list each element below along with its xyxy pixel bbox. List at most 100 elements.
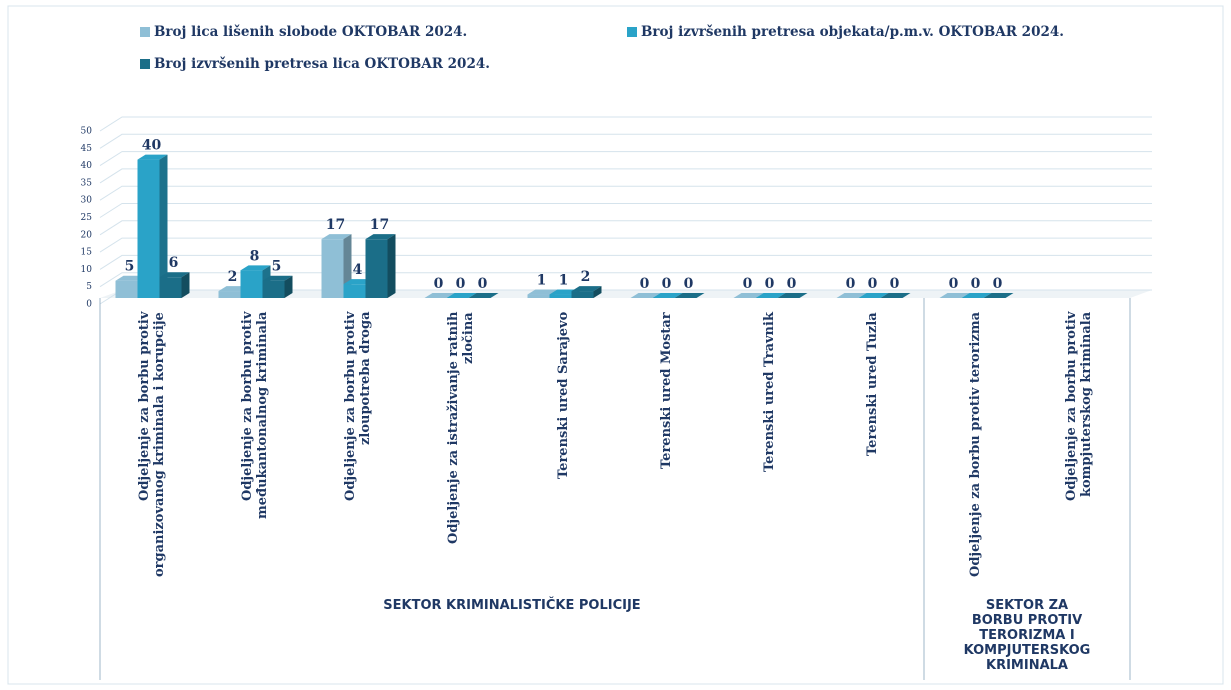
bar bbox=[343, 284, 366, 298]
data-label: 1 bbox=[559, 273, 569, 289]
x-tick-label: Terenski ured Mostar bbox=[617, 312, 717, 592]
data-label: 2 bbox=[228, 269, 238, 285]
grid-line bbox=[99, 203, 1152, 218]
x-tick-text: Terenski ured Sarajevo bbox=[556, 312, 571, 480]
y-tick-label: 35 bbox=[81, 178, 93, 188]
y-tick-label: 50 bbox=[81, 127, 93, 137]
x-tick-label: Terenski ured Tuzla bbox=[823, 312, 923, 592]
bar-top bbox=[777, 293, 808, 298]
data-label: 6 bbox=[169, 255, 179, 271]
data-label: 40 bbox=[142, 138, 162, 154]
bar-top bbox=[159, 272, 190, 278]
bar-top bbox=[365, 234, 396, 240]
legend-text: Broj izvršenih pretresa lica OKTOBAR 202… bbox=[154, 56, 490, 72]
data-label: 0 bbox=[434, 276, 444, 292]
grid-line bbox=[99, 185, 1152, 201]
grid-line bbox=[99, 272, 1152, 288]
bar-side bbox=[593, 286, 602, 298]
bar-top bbox=[262, 275, 293, 281]
group-label: SEKTOR KRIMINALISTIČKE POLICIJE bbox=[383, 598, 641, 613]
x-tick-label: Odjeljenje za borbu protiv organizovanog… bbox=[102, 312, 202, 592]
bar bbox=[218, 291, 241, 298]
x-tick-text: Odjeljenje za borbu protiv organizovanog… bbox=[136, 312, 167, 577]
legend-item: Broj lica lišenih slobode OKTOBAR 2024. bbox=[140, 24, 467, 40]
bar bbox=[137, 159, 160, 298]
bar bbox=[549, 294, 572, 298]
bar-top bbox=[240, 265, 271, 271]
bar bbox=[262, 280, 285, 298]
bar-top bbox=[424, 293, 455, 298]
grid-line bbox=[99, 220, 1152, 236]
bar-top bbox=[527, 289, 558, 295]
grid-line bbox=[99, 237, 1152, 253]
y-tick-label: 45 bbox=[81, 144, 93, 154]
data-label: 0 bbox=[993, 276, 1003, 292]
y-tick-label: 30 bbox=[81, 196, 93, 206]
data-label: 17 bbox=[370, 217, 389, 233]
bar bbox=[240, 270, 263, 298]
legend-swatch bbox=[140, 27, 150, 37]
bar bbox=[365, 239, 388, 298]
bar-top bbox=[939, 293, 970, 298]
data-label: 0 bbox=[787, 276, 797, 292]
bar bbox=[321, 239, 344, 298]
y-tick-label: 5 bbox=[86, 282, 92, 292]
x-tick-label: Odjeljenje za borbu protiv zloupotreba d… bbox=[308, 312, 408, 592]
legend-text: Broj izvršenih pretresa objekata/p.m.v. … bbox=[641, 24, 1064, 40]
data-label: 0 bbox=[456, 276, 466, 292]
legend-text: Broj lica lišenih slobode OKTOBAR 2024. bbox=[154, 24, 468, 40]
data-label: 0 bbox=[846, 276, 856, 292]
bar bbox=[527, 294, 550, 298]
y-tick-label: 25 bbox=[81, 213, 93, 223]
x-tick-text: Terenski ured Tuzla bbox=[865, 312, 880, 456]
legend-item: Broj izvršenih pretresa lica OKTOBAR 202… bbox=[140, 56, 490, 72]
bar bbox=[571, 291, 594, 298]
y-tick-label: 10 bbox=[81, 265, 93, 275]
grid-line bbox=[99, 116, 1152, 132]
data-label: 0 bbox=[640, 276, 650, 292]
y-tick-label: 0 bbox=[86, 300, 92, 310]
bar-top bbox=[983, 293, 1014, 298]
bar-side bbox=[159, 154, 168, 298]
grid-line bbox=[99, 168, 1152, 184]
bar-side bbox=[181, 272, 190, 298]
bar-top bbox=[468, 293, 499, 298]
x-tick-label: Odjeljenje za istraživanje ratnih zločin… bbox=[411, 312, 511, 592]
x-tick-text: Terenski ured Mostar bbox=[659, 312, 674, 469]
bar-top bbox=[836, 293, 867, 298]
x-tick-label: Odjeljenje za borbu protiv međukantonaln… bbox=[205, 312, 305, 592]
data-label: 8 bbox=[250, 248, 260, 264]
x-tick-label: Odjeljenje za borbu protiv terorizma bbox=[926, 312, 1026, 592]
y-tick-label: 20 bbox=[81, 230, 93, 240]
x-tick-label: Odjeljenje za borbu protiv kompjuterskog… bbox=[1029, 312, 1129, 592]
bar-top bbox=[733, 293, 764, 298]
x-tick-text: Odjeljenje za istraživanje ratnih zločin… bbox=[445, 312, 476, 545]
data-label: 2 bbox=[581, 269, 591, 285]
legend-item: Broj izvršenih pretresa objekata/p.m.v. … bbox=[627, 24, 1064, 40]
frame bbox=[7, 5, 1224, 685]
data-label: 5 bbox=[272, 259, 282, 275]
bar-side bbox=[284, 275, 293, 298]
bar-top bbox=[858, 293, 889, 298]
bar-top bbox=[880, 293, 911, 298]
bar-side bbox=[387, 234, 396, 298]
x-tick-text: Odjeljenje za borbu protiv terorizma bbox=[968, 312, 983, 578]
data-label: 0 bbox=[971, 276, 981, 292]
data-label: 4 bbox=[353, 262, 363, 278]
data-label: 0 bbox=[765, 276, 775, 292]
bar-top bbox=[571, 286, 602, 292]
legend-swatch bbox=[140, 59, 150, 69]
bar-top bbox=[137, 154, 168, 160]
bar-top bbox=[321, 234, 352, 240]
x-tick-label: Terenski ured Travnik bbox=[720, 312, 820, 592]
legend-swatch bbox=[627, 27, 637, 37]
bar bbox=[159, 277, 182, 298]
data-label: 0 bbox=[949, 276, 959, 292]
bar-top bbox=[630, 293, 661, 298]
x-tick-label: Terenski ured Sarajevo bbox=[514, 312, 614, 592]
grid-line bbox=[99, 254, 1152, 270]
x-tick-text: Odjeljenje za borbu protiv kompjuterskog… bbox=[1063, 312, 1094, 502]
bar-top bbox=[446, 293, 477, 298]
